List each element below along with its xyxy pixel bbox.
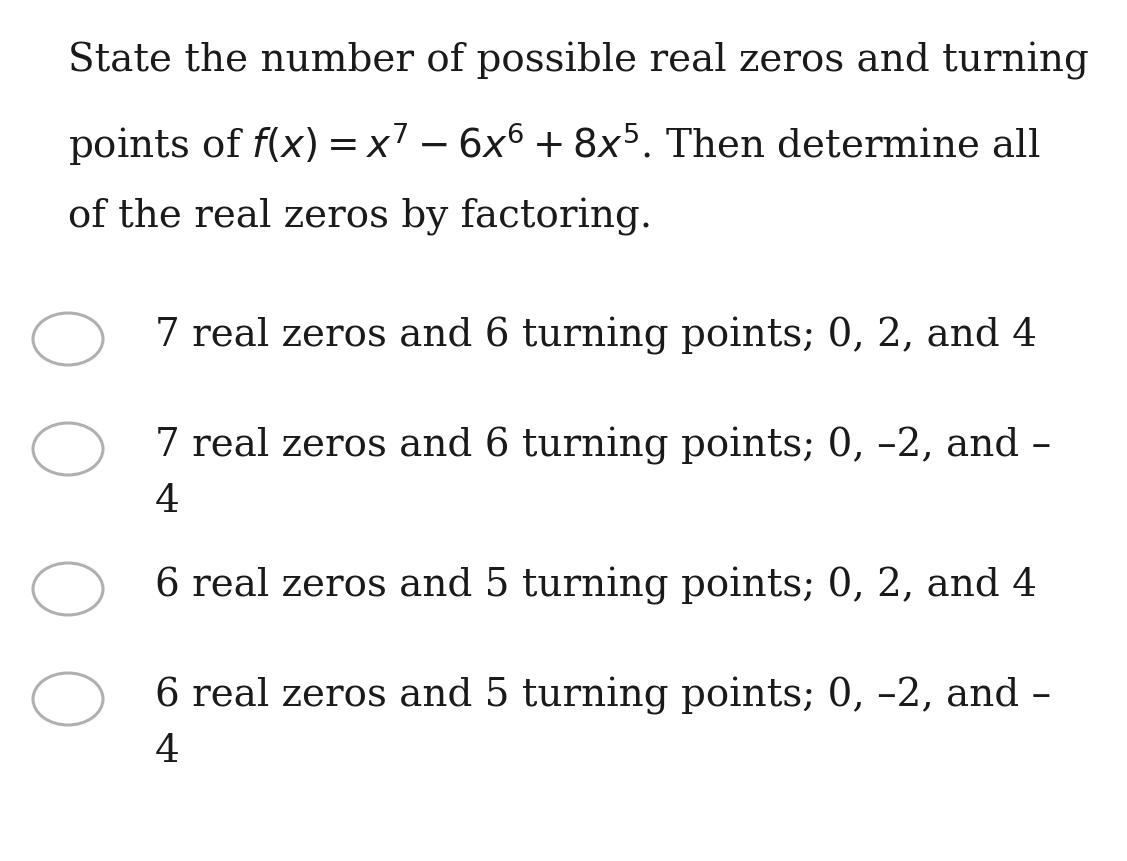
Text: 7 real zeros and 6 turning points; 0, –2, and –: 7 real zeros and 6 turning points; 0, –2…: [156, 426, 1051, 464]
Text: 4: 4: [156, 483, 180, 520]
Text: points of $f(x) = x^7 - 6x^6 + 8x^5$. Then determine all: points of $f(x) = x^7 - 6x^6 + 8x^5$. Th…: [68, 120, 1040, 168]
Text: of the real zeros by factoring.: of the real zeros by factoring.: [68, 198, 653, 236]
Text: 6 real zeros and 5 turning points; 0, 2, and 4: 6 real zeros and 5 turning points; 0, 2,…: [156, 567, 1037, 604]
Text: 4: 4: [156, 733, 180, 770]
Text: 6 real zeros and 5 turning points; 0, –2, and –: 6 real zeros and 5 turning points; 0, –2…: [156, 676, 1051, 714]
Text: State the number of possible real zeros and turning: State the number of possible real zeros …: [68, 42, 1089, 80]
Text: 7 real zeros and 6 turning points; 0, 2, and 4: 7 real zeros and 6 turning points; 0, 2,…: [156, 317, 1037, 355]
